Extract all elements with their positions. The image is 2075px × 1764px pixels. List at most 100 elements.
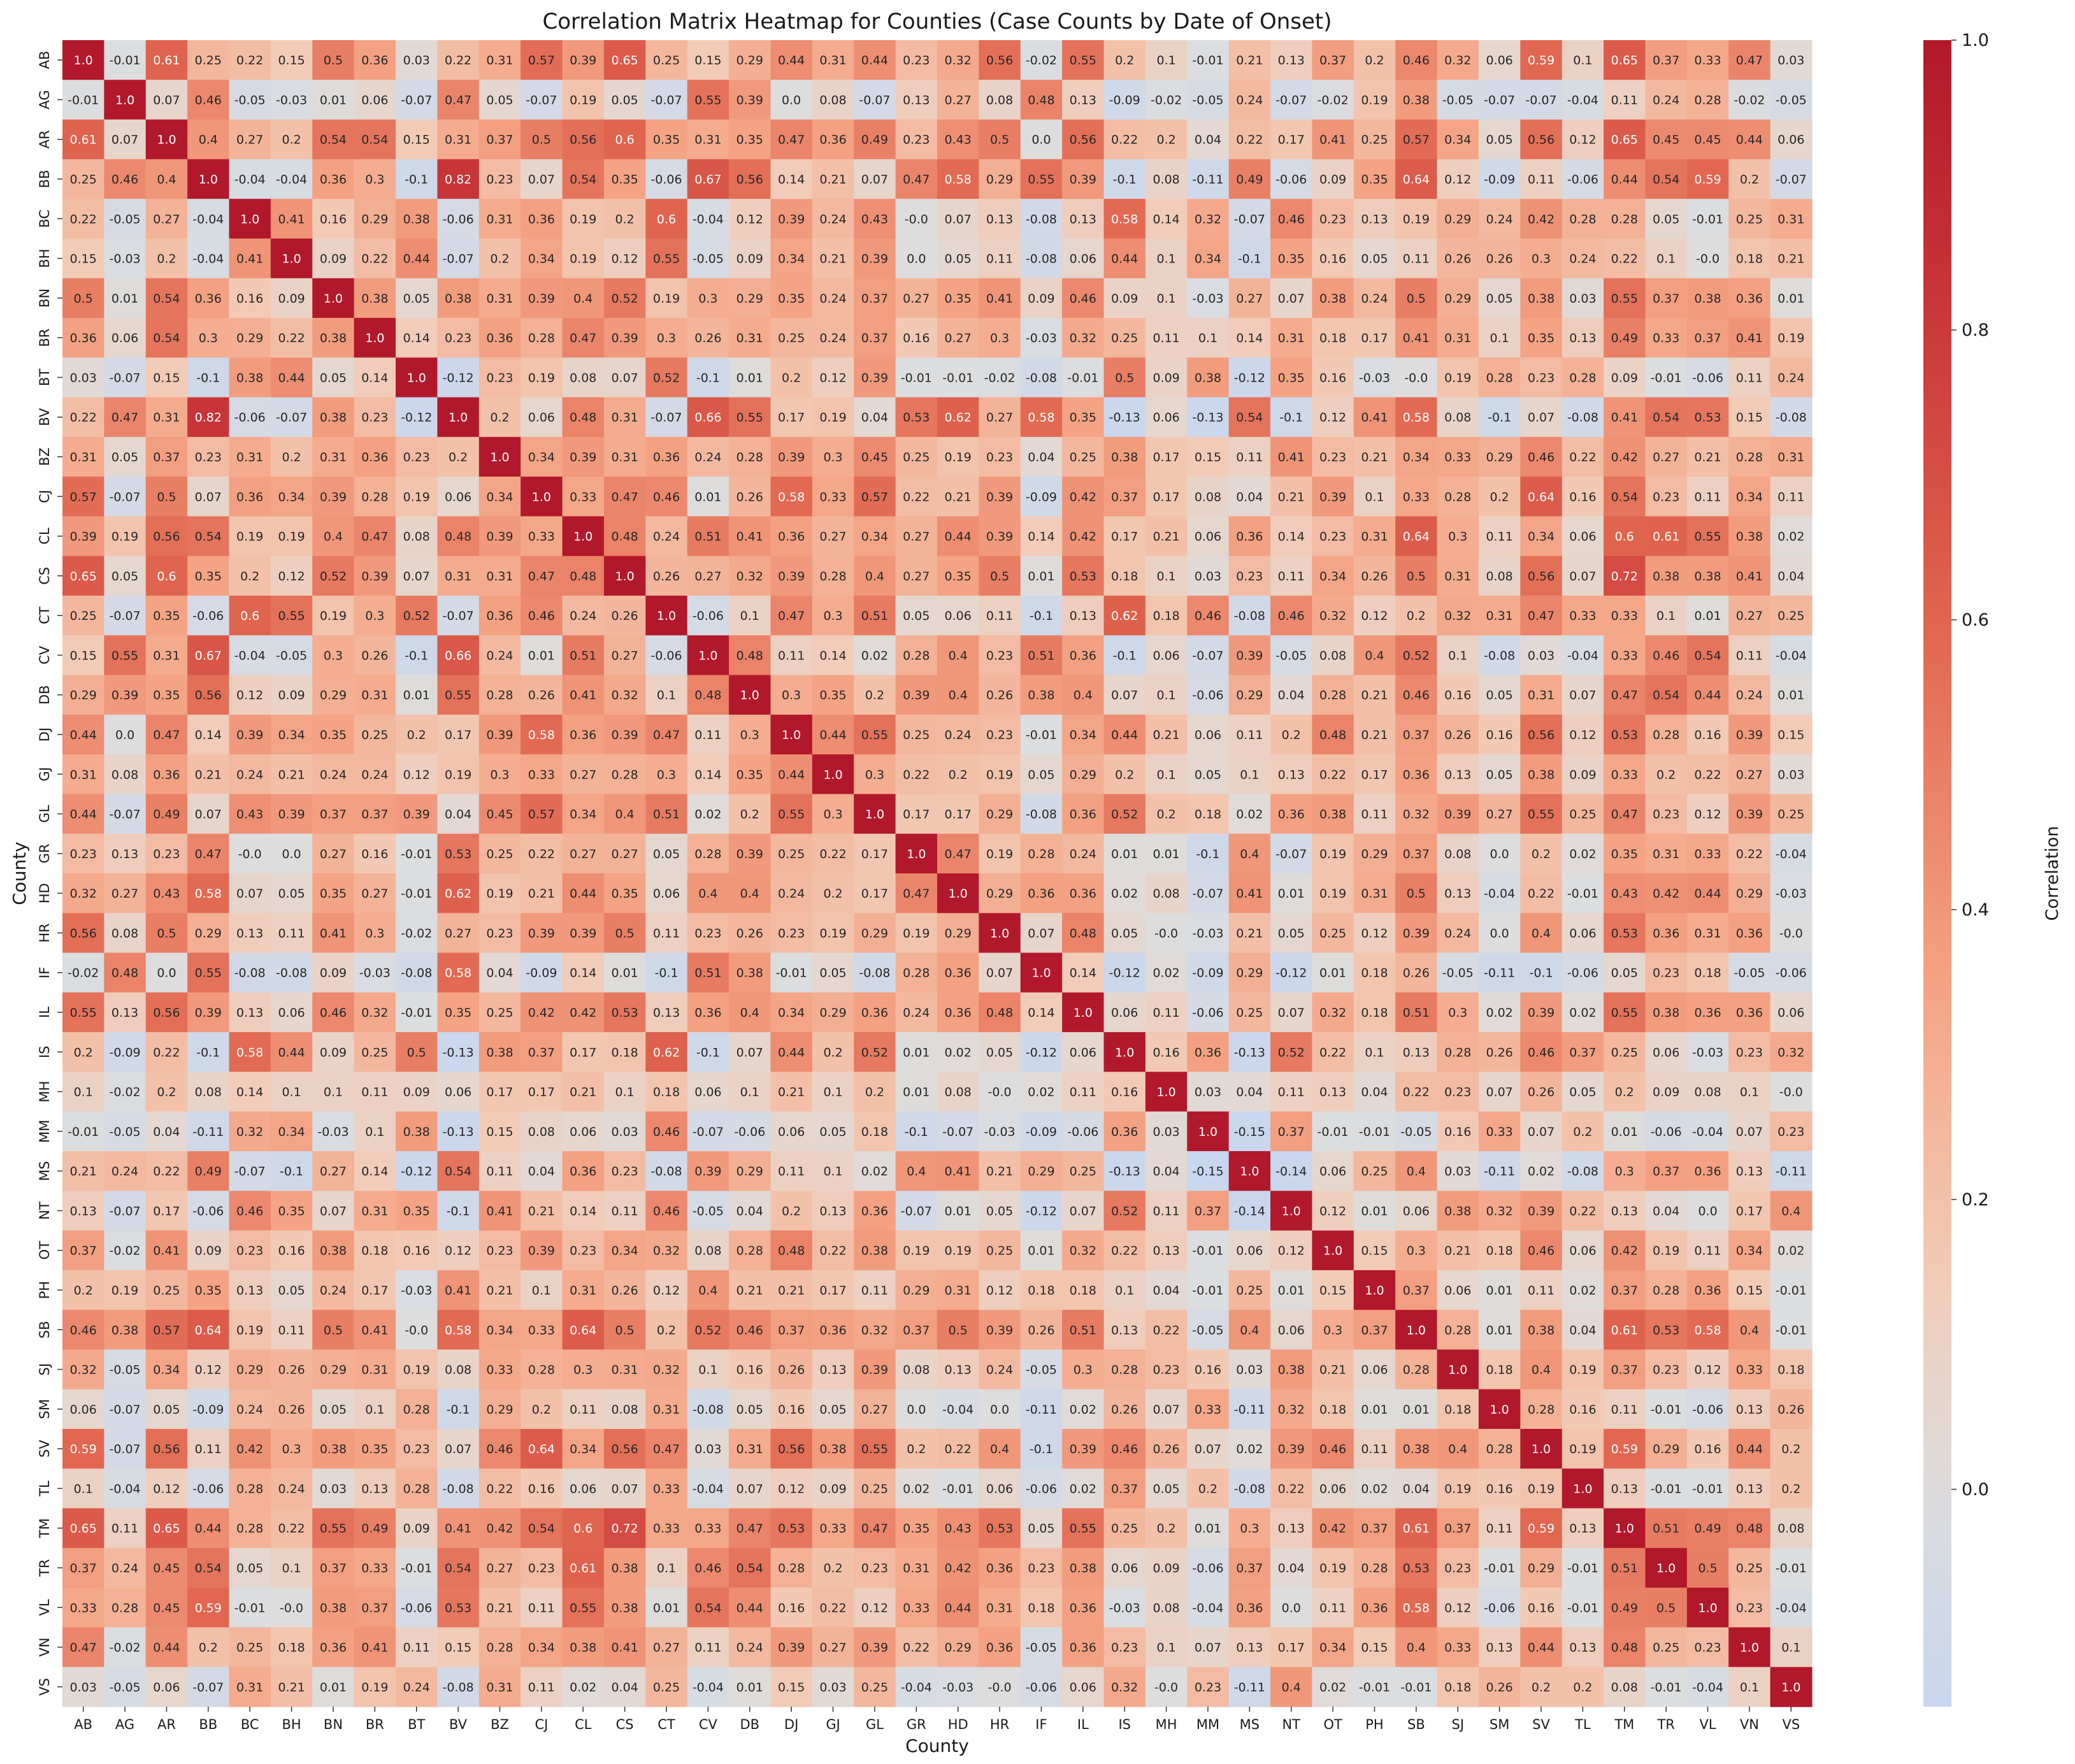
cell-value-label: 0.16 bbox=[1569, 490, 1596, 504]
cell-value-label: 0.65 bbox=[1611, 54, 1638, 68]
cell-value-label: 0.48 bbox=[111, 966, 138, 980]
cell-value-label: -0.06 bbox=[1692, 1403, 1723, 1417]
cell-value-label: 0.39 bbox=[1070, 173, 1096, 187]
cell-value-label: 0.28 bbox=[528, 331, 555, 345]
cell-value-label: 0.34 bbox=[528, 252, 555, 266]
cell-value-label: 0.29 bbox=[1236, 966, 1263, 980]
cell-value-label: 0.46 bbox=[1195, 609, 1221, 623]
cell-value-label: 0.27 bbox=[694, 570, 721, 584]
cell-value-label: 0.15 bbox=[1736, 411, 1763, 425]
cell-value-label: 0.3 bbox=[490, 768, 509, 782]
cell-value-label: -0.0 bbox=[905, 212, 928, 226]
cell-value-label: 0.27 bbox=[819, 1641, 846, 1655]
cell-value-label: 0.41 bbox=[361, 1641, 388, 1655]
heatmap-cell bbox=[396, 199, 438, 240]
cell-value-label: -0.04 bbox=[693, 212, 724, 226]
heatmap-cell bbox=[1645, 238, 1688, 279]
cell-value-label: 0.19 bbox=[570, 212, 596, 226]
cell-value-label: 0.3 bbox=[1323, 1323, 1342, 1337]
cell-value-label: 1.0 bbox=[990, 926, 1009, 940]
cell-value-label: 0.34 bbox=[1736, 490, 1763, 504]
heatmap-cell bbox=[645, 159, 688, 199]
colorbar-tick-label: 0.0 bbox=[1962, 1480, 1989, 1500]
cell-value-label: 0.19 bbox=[361, 1681, 388, 1695]
heatmap-cell bbox=[229, 40, 271, 80]
heatmap-cell bbox=[270, 80, 313, 120]
cell-value-label: -0.01 bbox=[109, 54, 140, 68]
cell-value-label: 0.58 bbox=[445, 1323, 471, 1337]
x-axis-ticks: AB AG AR BB BC BH BN BR BT BV BZ CJ CL CS CT CV DB DJ GJ GL… bbox=[74, 1707, 1800, 1732]
cell-value-label: 0.07 bbox=[1569, 570, 1596, 584]
cell-value-label: -0.03 bbox=[1776, 887, 1807, 901]
cell-value-label: 0.53 bbox=[1070, 570, 1096, 584]
cell-value-label: -0.07 bbox=[109, 1403, 140, 1417]
heatmap-cell bbox=[437, 318, 480, 358]
cell-value-label: -0.0 bbox=[1404, 371, 1428, 385]
cell-value-label: 0.07 bbox=[1486, 1086, 1512, 1100]
cell-value-label: 0.44 bbox=[1611, 173, 1638, 187]
cell-value-label: 1.0 bbox=[1365, 1284, 1384, 1298]
cell-value-label: 0.37 bbox=[1361, 1323, 1388, 1337]
cell-value-label: 0.37 bbox=[153, 450, 180, 464]
heatmap-cell bbox=[645, 119, 688, 160]
heatmap-cell bbox=[62, 199, 104, 240]
cell-value-label: 0.46 bbox=[320, 1006, 347, 1020]
colorbar-gradient bbox=[1923, 40, 1951, 1707]
cell-value-label: -0.11 bbox=[1776, 1165, 1807, 1179]
cell-value-label: 0.56 bbox=[611, 1442, 638, 1456]
cell-value-label: 0.32 bbox=[1486, 1204, 1512, 1218]
heatmap-cell bbox=[562, 40, 605, 80]
cell-value-label: -0.0 bbox=[280, 1601, 303, 1615]
cell-value-label: 0.18 bbox=[1028, 1601, 1054, 1615]
cell-value-label: 0.29 bbox=[320, 689, 347, 703]
cell-value-label: 0.23 bbox=[153, 847, 180, 861]
cell-value-label: 0.14 bbox=[195, 728, 222, 742]
x-tick-label: SM bbox=[1490, 1717, 1509, 1732]
cell-value-label: 0.13 bbox=[1152, 1244, 1179, 1258]
x-tick-label: SV bbox=[1532, 1717, 1550, 1732]
cell-value-label: 0.14 bbox=[1028, 1006, 1054, 1020]
cell-value-label: 0.06 bbox=[1152, 649, 1179, 663]
cell-value-label: 0.64 bbox=[528, 1442, 555, 1456]
cell-value-label: 0.28 bbox=[611, 768, 638, 782]
cell-value-label: 0.16 bbox=[320, 212, 347, 226]
cell-value-label: 0.39 bbox=[486, 530, 513, 544]
cell-value-label: 0.3 bbox=[657, 331, 676, 345]
cell-value-label: 0.15 bbox=[278, 54, 305, 68]
cell-value-label: 0.09 bbox=[1611, 371, 1638, 385]
heatmap-cell bbox=[145, 238, 188, 279]
cell-value-label: 1.0 bbox=[949, 887, 968, 901]
cell-value-label: 0.46 bbox=[653, 1204, 680, 1218]
cell-value-label: 1.0 bbox=[1282, 1204, 1301, 1218]
heatmap-cell bbox=[145, 119, 188, 160]
cell-value-label: 0.52 bbox=[1278, 1045, 1305, 1059]
cell-value-label: 0.06 bbox=[1777, 1006, 1804, 1020]
cell-value-label: 0.03 bbox=[1236, 1363, 1263, 1377]
heatmap-cell bbox=[687, 318, 729, 358]
cell-value-label: -0.04 bbox=[1567, 649, 1598, 663]
x-tick-label: BH bbox=[282, 1717, 301, 1732]
heatmap-cell bbox=[396, 278, 438, 319]
cell-value-label: 0.01 bbox=[611, 966, 638, 980]
cell-value-label: 0.18 bbox=[1777, 1363, 1804, 1377]
cell-value-label: 0.01 bbox=[736, 371, 763, 385]
cell-value-label: 0.14 bbox=[361, 1165, 388, 1179]
heatmap-cell bbox=[187, 40, 230, 80]
x-tick-label: TL bbox=[1574, 1717, 1591, 1732]
cell-value-label: 0.22 bbox=[819, 1244, 846, 1258]
cell-value-label: 0.38 bbox=[1736, 530, 1763, 544]
cell-value-label: 0.4 bbox=[949, 649, 968, 663]
cell-value-label: 0.05 bbox=[320, 371, 347, 385]
cell-value-label: 1.0 bbox=[157, 133, 176, 147]
cell-value-label: 0.26 bbox=[1486, 1045, 1512, 1059]
cell-value-label: 0.05 bbox=[1486, 768, 1512, 782]
x-tick-label: CT bbox=[657, 1717, 675, 1732]
cell-value-label: 0.5 bbox=[1407, 292, 1426, 306]
cell-value-label: -0.06 bbox=[1484, 1601, 1515, 1615]
cell-value-label: 0.47 bbox=[361, 530, 388, 544]
cell-value-label: 0.23 bbox=[1444, 1086, 1471, 1100]
heatmap-cell bbox=[1187, 80, 1230, 120]
cell-value-label: 0.55 bbox=[736, 411, 763, 425]
cell-value-label: 0.47 bbox=[861, 1522, 888, 1536]
heatmap-cell bbox=[1604, 199, 1646, 240]
